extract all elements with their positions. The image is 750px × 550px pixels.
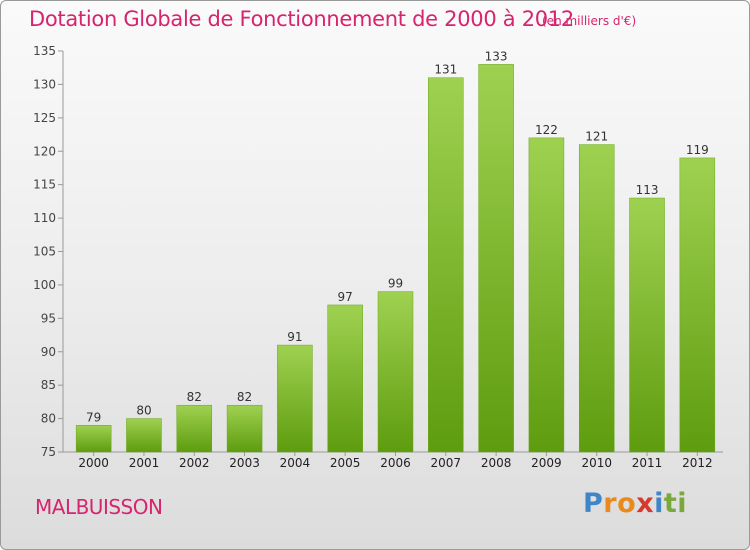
bar — [377, 291, 414, 453]
y-tick-label: 125 — [33, 111, 56, 125]
x-tick-label: 2010 — [581, 456, 612, 470]
bar — [679, 157, 716, 453]
data-label: 99 — [388, 277, 403, 291]
x-tick-label: 2000 — [78, 456, 109, 470]
data-label: 79 — [86, 410, 101, 424]
x-tick-label: 2003 — [229, 456, 260, 470]
x-tick-label: 2012 — [682, 456, 713, 470]
logo-letter: o — [617, 488, 637, 519]
data-label: 113 — [636, 183, 659, 197]
bar — [75, 425, 112, 453]
data-label: 119 — [686, 143, 709, 157]
data-label: 122 — [535, 123, 558, 137]
x-tick-label: 2001 — [129, 456, 160, 470]
bar — [428, 77, 464, 453]
data-label: 131 — [434, 63, 457, 77]
logo-letter: ti — [663, 488, 688, 519]
y-tick-label: 100 — [33, 278, 56, 292]
data-label: 82 — [237, 390, 252, 404]
commune-name: MALBUISSON — [35, 495, 163, 519]
bar — [327, 304, 363, 453]
x-tick-label: 2006 — [380, 456, 411, 470]
data-label: 97 — [338, 290, 353, 304]
y-tick-label: 120 — [33, 144, 56, 158]
logo-letter: i — [654, 488, 664, 519]
y-tick-label: 105 — [33, 245, 56, 259]
chart-title: Dotation Globale de Fonctionnement de 20… — [29, 7, 574, 31]
y-tick-label: 130 — [33, 77, 56, 91]
proxiti-logo[interactable]: Proxiti — [583, 488, 687, 519]
bar — [629, 197, 665, 453]
y-tick-label: 85 — [41, 378, 56, 392]
bar — [226, 404, 263, 453]
chart-subtitle: (en milliers d'€) — [542, 14, 637, 28]
data-label: 121 — [585, 130, 608, 144]
y-tick-label: 90 — [41, 345, 56, 359]
data-label: 80 — [136, 404, 151, 418]
x-tick-label: 2004 — [280, 456, 311, 470]
logo-letter: x — [636, 488, 655, 519]
x-tick-label: 2007 — [431, 456, 462, 470]
data-label: 82 — [187, 390, 202, 404]
bar — [478, 64, 514, 453]
data-label: 133 — [485, 49, 508, 63]
y-tick-label: 95 — [41, 311, 56, 325]
y-tick-label: 75 — [41, 445, 56, 459]
x-tick-label: 2009 — [531, 456, 562, 470]
data-label: 91 — [287, 330, 302, 344]
bar — [126, 418, 162, 453]
y-tick-label: 135 — [33, 44, 56, 58]
axes: 75 80 85 90 95 100 105 110 115 120 125 130 135 2000 20… — [33, 44, 723, 470]
x-tick-label: 2008 — [481, 456, 512, 470]
bar — [176, 404, 213, 453]
bar — [277, 344, 313, 453]
x-tick-label: 2002 — [179, 456, 210, 470]
bar — [528, 137, 565, 453]
y-tick-label: 110 — [33, 211, 56, 225]
logo-letter: P — [583, 488, 604, 519]
x-tick-label: 2011 — [632, 456, 663, 470]
x-tick-label: 2005 — [330, 456, 361, 470]
bars: 79 80 82 82 91 97 99 131 133 122 121 113 119 — [75, 49, 716, 453]
bar — [578, 144, 615, 453]
y-tick-label: 115 — [33, 178, 56, 192]
y-tick-label: 80 — [41, 412, 56, 426]
logo-letter: r — [603, 488, 618, 519]
